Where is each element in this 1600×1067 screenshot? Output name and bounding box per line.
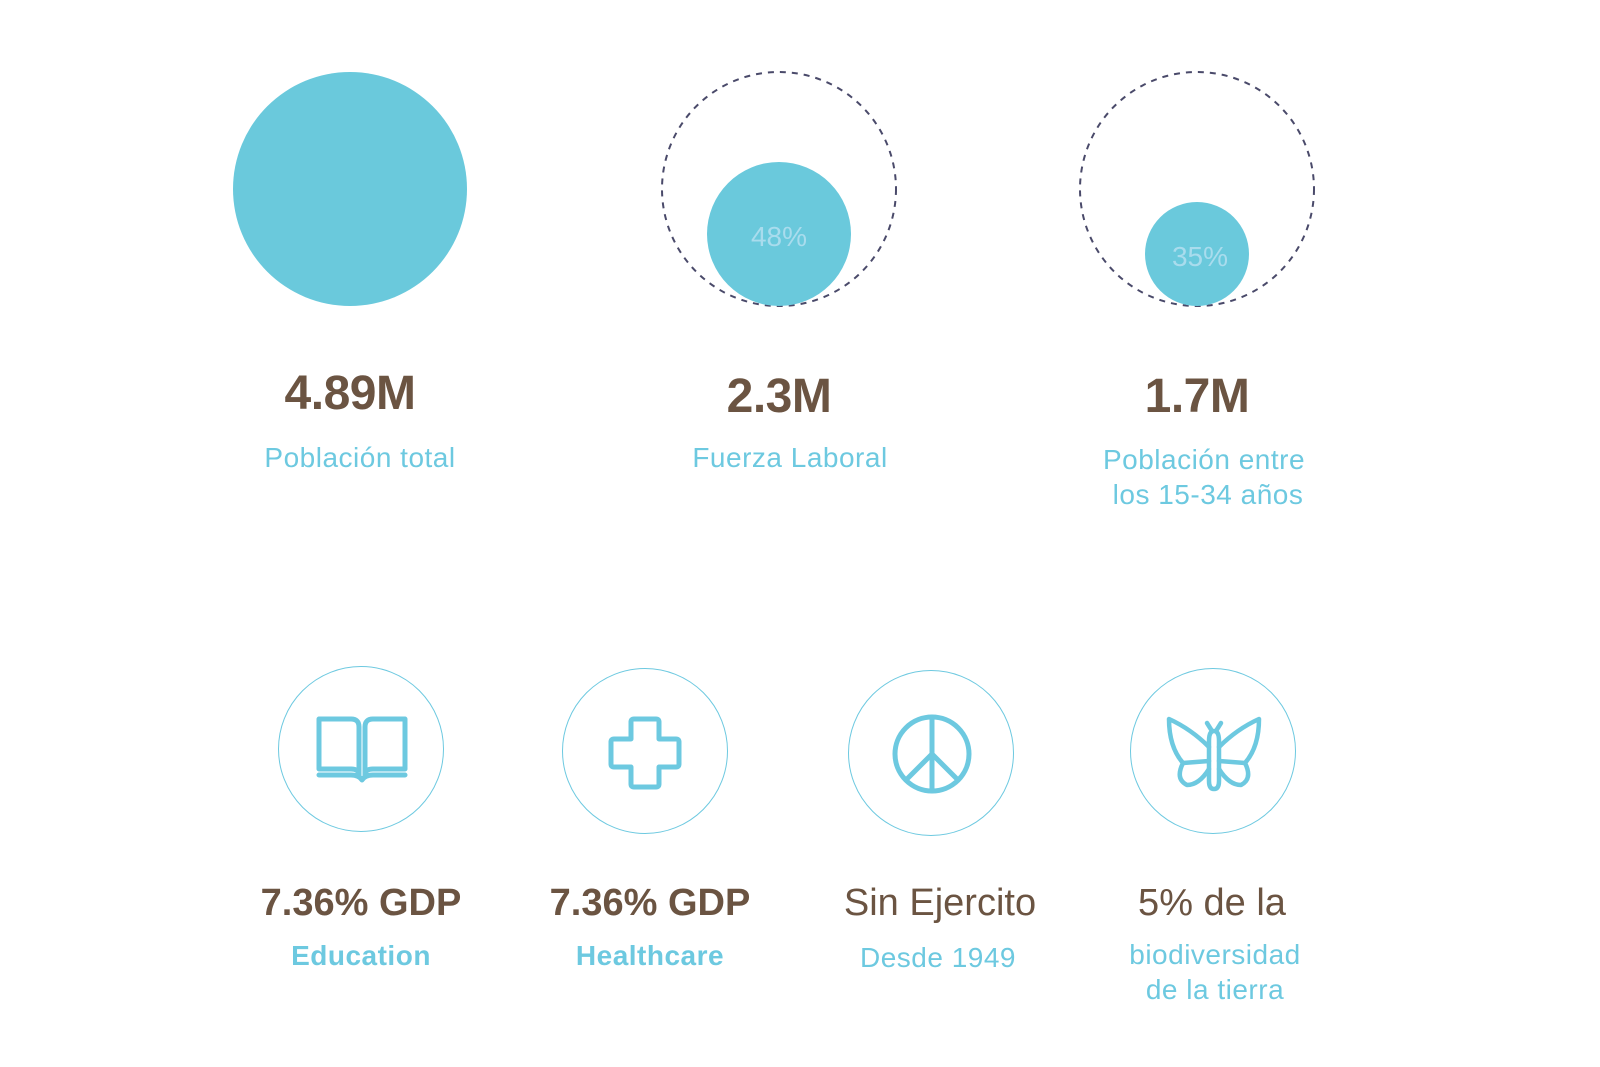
labor-force-percent: 48% — [750, 221, 808, 252]
labor-force-circle — [707, 162, 851, 306]
medical-cross-icon — [608, 716, 682, 790]
biodiversity-value: 5% de la — [1138, 882, 1286, 924]
education-value: 7.36% GDP — [260, 882, 462, 924]
total-population-circle — [233, 72, 467, 306]
youth-population-value: 1.7M — [1144, 370, 1250, 423]
total-population-value: 4.89M — [284, 367, 416, 420]
peace-icon — [892, 714, 972, 794]
healthcare-icon-circle — [562, 668, 728, 834]
education-label: Education — [291, 940, 431, 971]
army-value: Sin Ejercito — [843, 882, 1037, 924]
healthcare-value: 7.36% GDP — [549, 882, 751, 924]
butterfly-icon-circle — [1130, 668, 1296, 834]
labor-force-label: Fuerza Laboral — [692, 442, 888, 473]
book-icon — [316, 716, 408, 783]
peace-icon-circle — [848, 670, 1014, 836]
youth-population-percent: 35% — [1171, 241, 1229, 272]
labor-force-value: 2.3M — [726, 370, 832, 423]
army-label: Desde 1949 — [859, 942, 1017, 973]
butterfly-icon — [1166, 716, 1262, 792]
youth-population-label-line1: Población entre — [1102, 444, 1306, 475]
biodiversity-label-line1: biodiversidad — [1129, 939, 1301, 970]
population-circles — [233, 71, 1315, 307]
youth-population-label-line2: los 15-34 años — [1112, 479, 1304, 510]
healthcare-label: Healthcare — [575, 940, 725, 971]
biodiversity-label-line2: de la tierra — [1145, 974, 1285, 1005]
total-population-label: Población total — [264, 442, 456, 473]
youth-population-circle — [1145, 202, 1249, 306]
education-icon-circle — [278, 666, 444, 832]
